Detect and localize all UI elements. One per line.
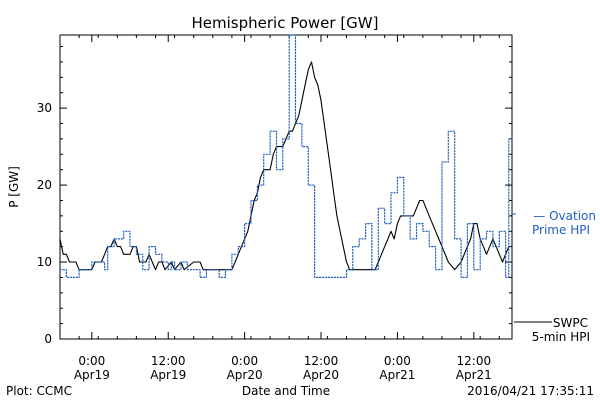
x-tick-label-time: 12:00 — [304, 354, 339, 368]
x-tick-label-time: 12:00 — [151, 354, 186, 368]
legend-ovation-line1: — Ovation — [533, 209, 596, 223]
y-axis: 0 10 20 30 — [37, 46, 512, 346]
x-tick-label-time: 0:00 — [231, 354, 258, 368]
series-line-ovation — [59, 34, 513, 278]
legend-ovation-line2: Prime HPI — [532, 223, 590, 237]
y-tick-label: 30 — [37, 101, 52, 115]
x-axis: 0:00Apr1912:00Apr190:00Apr2012:00Apr200:… — [59, 35, 500, 382]
plot-credit: Plot: CCMC — [6, 384, 72, 398]
x-tick-label-date: Apr20 — [303, 368, 339, 382]
x-tick-label-date: Apr21 — [379, 368, 415, 382]
legend: — Ovation Prime HPI SWPC 5-min HPI — [514, 209, 596, 344]
x-tick-label-date: Apr20 — [227, 368, 263, 382]
y-tick-label: 10 — [37, 255, 52, 269]
x-tick-label-date: Apr19 — [150, 368, 186, 382]
chart-title: Hemispheric Power [GW] — [192, 14, 379, 32]
y-axis-label: P [GW] — [7, 166, 21, 208]
y-tick-label: 0 — [44, 332, 52, 346]
x-tick-label-date: Apr19 — [74, 368, 110, 382]
legend-swpc-line1: SWPC — [553, 316, 588, 330]
x-tick-label-time: 12:00 — [457, 354, 492, 368]
series-line-swpc — [59, 61, 510, 271]
plot-frame — [59, 34, 513, 340]
x-tick-label-time: 0:00 — [78, 354, 105, 368]
x-axis-label: Date and Time — [242, 384, 330, 398]
series-layer — [59, 34, 516, 278]
y-tick-label: 20 — [37, 178, 52, 192]
legend-swpc-line2: 5-min HPI — [532, 330, 590, 344]
x-tick-label-time: 0:00 — [384, 354, 411, 368]
plot-timestamp: 2016/04/21 17:35:11 — [467, 384, 594, 398]
x-tick-label-date: Apr21 — [456, 368, 492, 382]
